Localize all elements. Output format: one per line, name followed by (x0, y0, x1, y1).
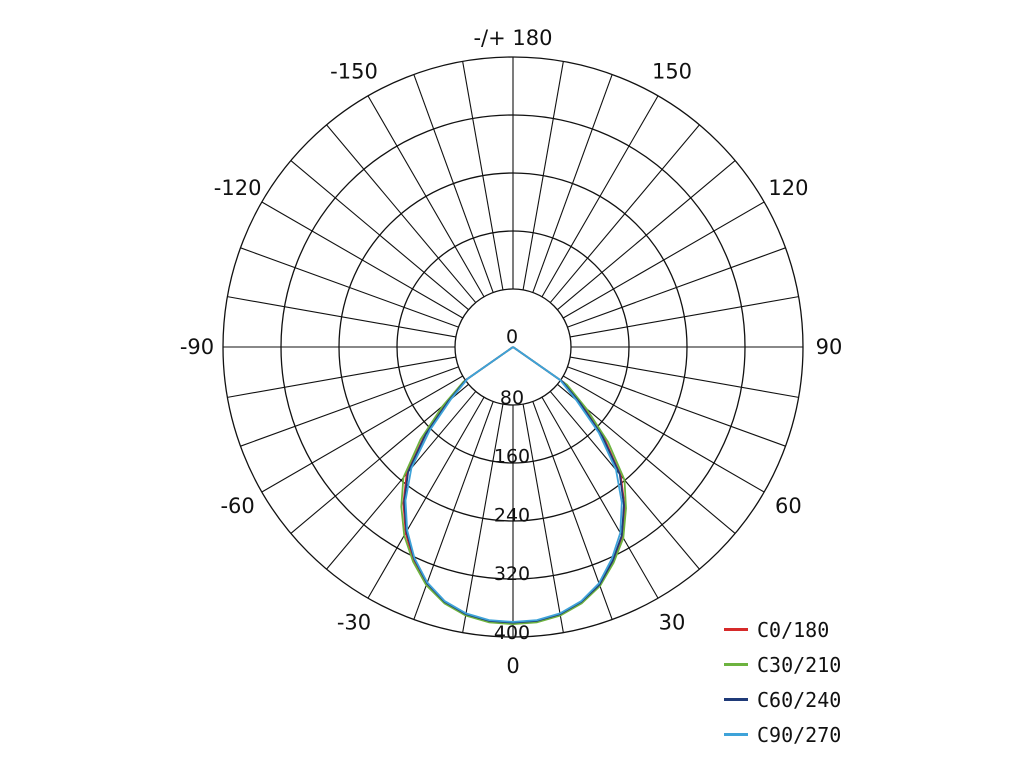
angle-label: 90 (816, 335, 843, 359)
angle-label: -/+ 180 (473, 26, 552, 50)
legend-label: C60/240 (757, 687, 842, 712)
angle-label: 120 (768, 176, 808, 200)
grid-spoke (462, 61, 504, 290)
angle-label: -30 (337, 610, 371, 634)
legend-label: C0/180 (757, 617, 830, 642)
grid-spoke (240, 247, 459, 328)
legend-item: C30/210 (724, 647, 841, 682)
grid-spoke (557, 160, 736, 311)
grid-spoke (462, 404, 504, 633)
series-line-c90-270 (404, 346, 623, 623)
axis-labels: -/+ 180 150 -150 120 -120 90 -90 60 -60 30 -30 0 0 80… (180, 26, 843, 678)
grid-spoke (413, 74, 494, 293)
angle-label: 30 (659, 610, 686, 634)
radial-tick-label: 80 (500, 387, 524, 409)
grid-spoke (290, 383, 469, 534)
radial-tick-label: 160 (494, 446, 530, 468)
angle-label: -60 (220, 494, 254, 518)
angle-label: 60 (775, 494, 802, 518)
grid-spoke (562, 201, 765, 319)
grid-spoke (367, 95, 485, 298)
grid-spoke (567, 366, 786, 447)
legend-swatch (724, 663, 748, 666)
legend-swatch (724, 628, 748, 631)
angle-label: -120 (214, 176, 262, 200)
grid-spoke (261, 375, 464, 493)
grid-spoke (522, 61, 564, 290)
radial-tick-label: 400 (494, 622, 530, 644)
legend-label: C90/270 (757, 722, 842, 747)
legend-item: C60/240 (724, 682, 841, 717)
grid-spoke (570, 356, 799, 398)
angle-label: -90 (180, 335, 214, 359)
grid-spoke (549, 124, 700, 303)
grid-spoke (570, 296, 799, 338)
grid-spoke (261, 201, 464, 319)
legend-swatch (724, 733, 748, 736)
legend: C0/180 C30/210 C60/240 C90/270 (724, 612, 841, 752)
grid-spoke (290, 160, 469, 311)
angle-label: 0 (506, 654, 519, 678)
grid-spoke (367, 396, 485, 599)
grid-spoke (326, 124, 477, 303)
radial-tick-label: 240 (494, 504, 530, 526)
legend-item: C90/270 (724, 717, 841, 752)
grid-spoke (522, 404, 564, 633)
radial-tick-label: 0 (506, 326, 518, 348)
grid-spoke (567, 247, 786, 328)
grid-spoke (326, 391, 477, 570)
grid-spoke (227, 296, 456, 338)
series-line-c30-210 (400, 346, 627, 625)
angle-label: 150 (652, 60, 692, 84)
radial-tick-label: 320 (494, 563, 530, 585)
legend-item: C0/180 (724, 612, 841, 647)
legend-swatch (724, 698, 748, 701)
legend-label: C30/210 (757, 652, 842, 677)
grid-spoke (240, 366, 459, 447)
series-curves (400, 346, 627, 625)
grid-spoke (541, 95, 659, 298)
grid-spoke (541, 396, 659, 599)
grid-spoke (227, 356, 456, 398)
grid-spoke (532, 74, 613, 293)
angle-label: -150 (330, 60, 378, 84)
grid-spoke (562, 375, 765, 493)
